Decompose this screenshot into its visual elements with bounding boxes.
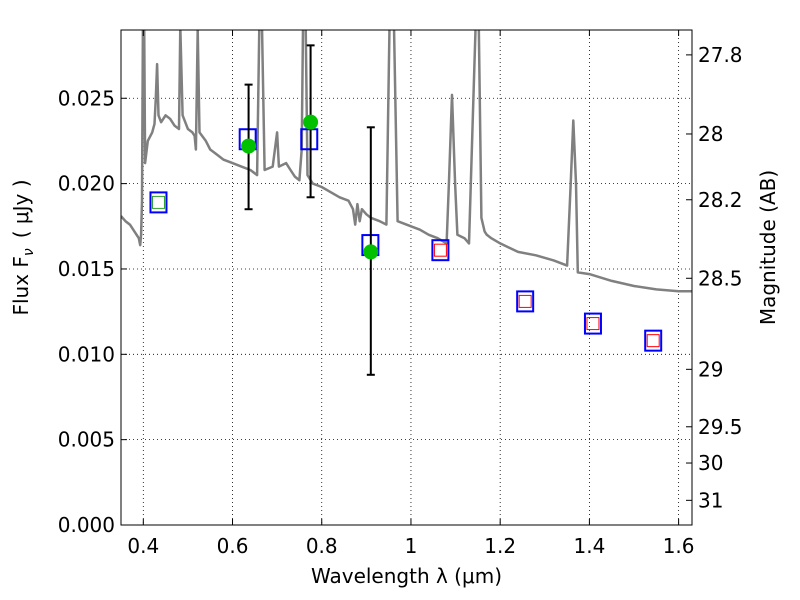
blue-square-marker bbox=[149, 191, 168, 214]
y-axis-label-unit: ( μJy ) bbox=[9, 179, 33, 238]
red-square-marker bbox=[518, 294, 532, 308]
x-tick-label: 1.4 bbox=[573, 534, 605, 558]
marker-layer bbox=[149, 44, 663, 376]
right-tick-label: 29 bbox=[698, 357, 723, 381]
x-tick-label: 0.8 bbox=[306, 534, 338, 558]
x-tick-label: 1.2 bbox=[484, 534, 516, 558]
right-tick-label: 31 bbox=[698, 488, 723, 512]
right-tick-label: 30 bbox=[698, 451, 723, 475]
x-tick-label: 0.4 bbox=[127, 534, 159, 558]
y-axis-label-sub: ν bbox=[21, 248, 37, 256]
green-square-marker bbox=[151, 195, 165, 209]
y-tick-label: 0.025 bbox=[58, 86, 115, 110]
y-tick-label: 0.000 bbox=[58, 513, 115, 537]
blue-square-marker bbox=[583, 312, 602, 335]
right-axis-label: Magnitude (AB) bbox=[756, 170, 780, 325]
y-tick-label: 0.015 bbox=[58, 257, 115, 281]
x-tick-label: 0.6 bbox=[217, 534, 249, 558]
green-data-point bbox=[363, 244, 379, 260]
spectrum-layer bbox=[121, 30, 692, 293]
grid-lines bbox=[121, 30, 692, 526]
y-axis-label: Flux Fν ( μJy ) bbox=[9, 179, 37, 315]
red-square-marker bbox=[433, 243, 447, 257]
y-tick-label: 0.010 bbox=[58, 342, 115, 366]
y-tick-label: 0.020 bbox=[58, 172, 115, 196]
right-tick-label: 27.8 bbox=[698, 43, 743, 67]
right-tick-label: 28.2 bbox=[698, 188, 743, 212]
green-data-point bbox=[241, 138, 257, 154]
blue-square-marker bbox=[431, 239, 450, 262]
svg-text:Flux Fν( μJy ): Flux Fν ( μJy ) bbox=[9, 179, 37, 315]
red-square-marker bbox=[646, 334, 660, 348]
blue-square-marker bbox=[300, 128, 319, 151]
blue-square-marker bbox=[516, 290, 535, 313]
x-axis-label: Wavelength λ (μm) bbox=[311, 564, 502, 588]
x-tick-label: 1.6 bbox=[663, 534, 695, 558]
right-tick-label: 29.5 bbox=[698, 415, 743, 439]
plot-frame bbox=[120, 29, 693, 526]
y-tick-label: 0.005 bbox=[58, 428, 115, 452]
y-axis-label-main: Flux F bbox=[9, 256, 33, 315]
green-data-point bbox=[303, 114, 319, 130]
spectrum-line bbox=[121, 30, 692, 293]
x-tick-label: 1 bbox=[405, 534, 418, 558]
right-tick-label: 28.5 bbox=[698, 266, 743, 290]
tick-layer: 0.4 0.6 0.8 1 1.2 1.4 1.6 0.000 0.005 0.010 0.015 0… bbox=[58, 30, 743, 558]
right-tick-label: 28 bbox=[698, 122, 723, 146]
blue-square-marker bbox=[644, 329, 663, 352]
red-square-marker bbox=[586, 317, 600, 331]
